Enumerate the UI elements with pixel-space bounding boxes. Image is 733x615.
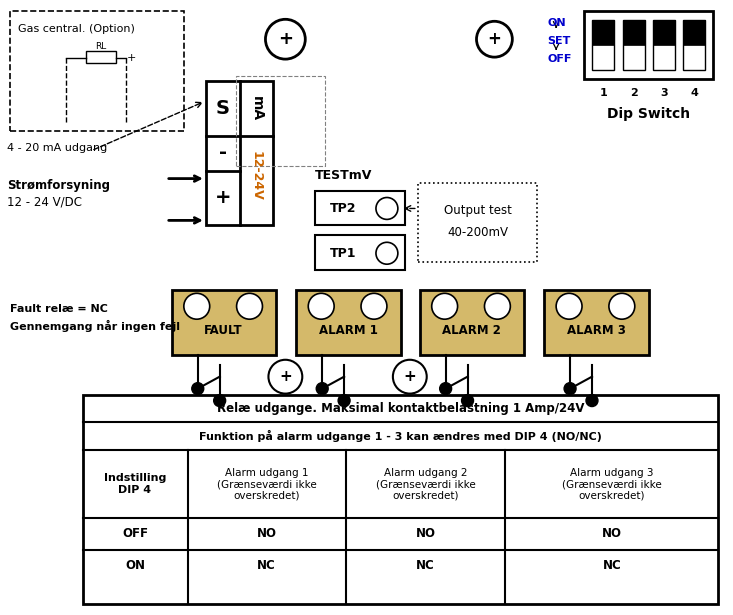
Text: ALARM 2: ALARM 2 [442, 323, 501, 336]
Circle shape [265, 19, 305, 59]
Bar [235, 76, 325, 165]
Text: 1: 1 [600, 88, 607, 98]
Text: TP1: TP1 [330, 247, 356, 260]
Text: +: + [403, 369, 416, 384]
Text: 12-24V: 12-24V [250, 151, 263, 200]
Circle shape [476, 22, 512, 57]
Text: ALARM 3: ALARM 3 [567, 323, 625, 336]
Text: 3: 3 [660, 88, 668, 98]
Circle shape [462, 395, 474, 407]
Text: Alarm udgang 3
(Grænseværdi ikke
overskredet): Alarm udgang 3 (Grænseværdi ikke overskr… [562, 467, 662, 501]
Bar [172, 290, 276, 355]
Bar [592, 20, 614, 70]
Circle shape [440, 383, 452, 395]
Bar [592, 20, 614, 45]
Text: Indstilling
DIP 4: Indstilling DIP 4 [104, 474, 166, 495]
Circle shape [609, 293, 635, 319]
Circle shape [361, 293, 387, 319]
Text: Gennemgang når ingen fejl: Gennemgang når ingen fejl [10, 320, 180, 331]
Text: RL: RL [95, 42, 107, 50]
Text: NC: NC [603, 559, 622, 573]
Bar [683, 20, 705, 70]
Text: ALARM 1: ALARM 1 [319, 323, 377, 336]
Circle shape [192, 383, 204, 395]
Text: 4 - 20 mA udgang: 4 - 20 mA udgang [7, 143, 107, 153]
Text: +: + [487, 30, 501, 48]
Bar [420, 290, 524, 355]
Circle shape [556, 293, 582, 319]
Text: Gas central. (Option): Gas central. (Option) [18, 24, 134, 34]
Bar [315, 236, 405, 270]
Text: Output test: Output test [443, 204, 512, 217]
Circle shape [376, 197, 398, 220]
Bar [10, 11, 184, 131]
Text: ON: ON [547, 18, 566, 28]
Bar [544, 290, 649, 355]
Bar [584, 11, 713, 79]
Text: NC: NC [416, 559, 435, 573]
Text: Funktion på alarm udgange 1 - 3 kan ændres med DIP 4 (NO/NC): Funktion på alarm udgange 1 - 3 kan ændr… [199, 430, 603, 442]
Text: NO: NO [602, 528, 622, 541]
Text: Dip Switch: Dip Switch [607, 107, 690, 121]
Text: 12 - 24 V/DC: 12 - 24 V/DC [7, 196, 81, 209]
Text: NO: NO [416, 528, 435, 541]
Circle shape [376, 242, 398, 264]
Text: Alarm udgang 1
(Grænseværdi ikke
overskredet): Alarm udgang 1 (Grænseværdi ikke overskr… [216, 467, 317, 501]
Text: TP2: TP2 [330, 202, 356, 215]
Text: +: + [215, 188, 231, 207]
Circle shape [338, 395, 350, 407]
Bar [622, 20, 644, 45]
Text: +: + [278, 30, 293, 48]
Text: OFF: OFF [122, 528, 148, 541]
Circle shape [393, 360, 427, 394]
Circle shape [214, 395, 226, 407]
Bar [683, 20, 705, 45]
Text: Fault relæ = NC: Fault relæ = NC [10, 304, 108, 314]
Text: OFF: OFF [547, 54, 572, 64]
Circle shape [268, 360, 302, 394]
Bar [206, 81, 273, 225]
Bar [296, 290, 401, 355]
Circle shape [237, 293, 262, 319]
Text: NO: NO [257, 528, 276, 541]
Circle shape [184, 293, 210, 319]
Circle shape [485, 293, 510, 319]
Circle shape [586, 395, 598, 407]
Text: 4: 4 [690, 88, 698, 98]
Circle shape [432, 293, 457, 319]
Bar [653, 20, 675, 70]
Text: mA: mA [249, 97, 263, 122]
Bar [622, 20, 644, 70]
Text: Alarm udgang 2
(Grænseværdi ikke
overskredet): Alarm udgang 2 (Grænseværdi ikke overskr… [376, 467, 476, 501]
Text: TESTmV: TESTmV [315, 169, 372, 182]
Text: Relæ udgange. Maksimal kontaktbelastning 1 Amp/24V: Relæ udgange. Maksimal kontaktbelastning… [217, 402, 585, 415]
Text: +: + [279, 369, 292, 384]
Text: NC: NC [257, 559, 276, 573]
Text: 40-200mV: 40-200mV [447, 226, 508, 239]
Bar [653, 20, 675, 45]
Text: -: - [218, 143, 226, 162]
Bar [84, 395, 718, 604]
Circle shape [564, 383, 576, 395]
Text: SET: SET [547, 36, 570, 46]
Text: Strømforsyning: Strømforsyning [7, 179, 110, 192]
Bar [315, 191, 405, 225]
Text: S: S [216, 100, 229, 119]
Circle shape [316, 383, 328, 395]
Text: +: + [126, 53, 136, 63]
Circle shape [309, 293, 334, 319]
Text: FAULT: FAULT [205, 323, 243, 336]
Text: 2: 2 [630, 88, 638, 98]
Text: ON: ON [125, 559, 145, 573]
Bar [86, 51, 116, 63]
Bar [418, 183, 537, 262]
